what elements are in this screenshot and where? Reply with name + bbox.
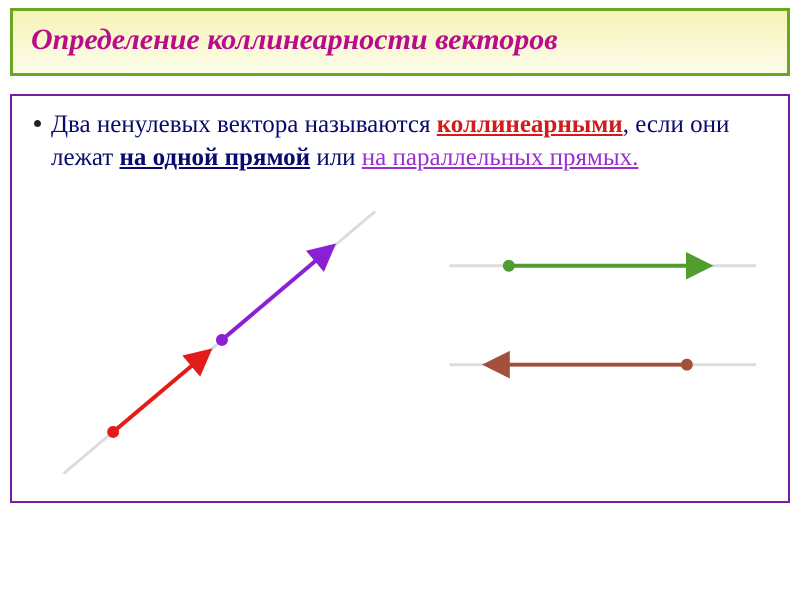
purple-vector-dot: [216, 334, 228, 346]
definition-row: Два ненулевых вектора называются коллине…: [34, 108, 766, 176]
diagram-area: [34, 185, 766, 485]
green-vector-dot: [503, 260, 515, 272]
def-part-3: или: [310, 144, 362, 171]
def-term: коллинеарными: [437, 111, 623, 138]
definition-text: Два ненулевых вектора называются коллине…: [51, 108, 766, 176]
vectors-diagram: [34, 185, 766, 485]
content-box: Два ненулевых вектора называются коллине…: [10, 94, 790, 504]
header-title: Определение коллинеарности векторов: [31, 21, 769, 59]
red-vector-dot: [107, 426, 119, 438]
header-box: Определение коллинеарности векторов: [10, 8, 790, 76]
red-vector-line: [113, 353, 207, 432]
def-phrase-1: на одной прямой: [119, 144, 310, 171]
def-part-1: Два ненулевых вектора называются: [51, 111, 437, 138]
brown-vector-dot: [681, 359, 693, 371]
def-phrase-2: на параллельных прямых.: [362, 144, 639, 171]
bullet-icon: [34, 120, 41, 127]
purple-vector-line: [222, 248, 331, 340]
